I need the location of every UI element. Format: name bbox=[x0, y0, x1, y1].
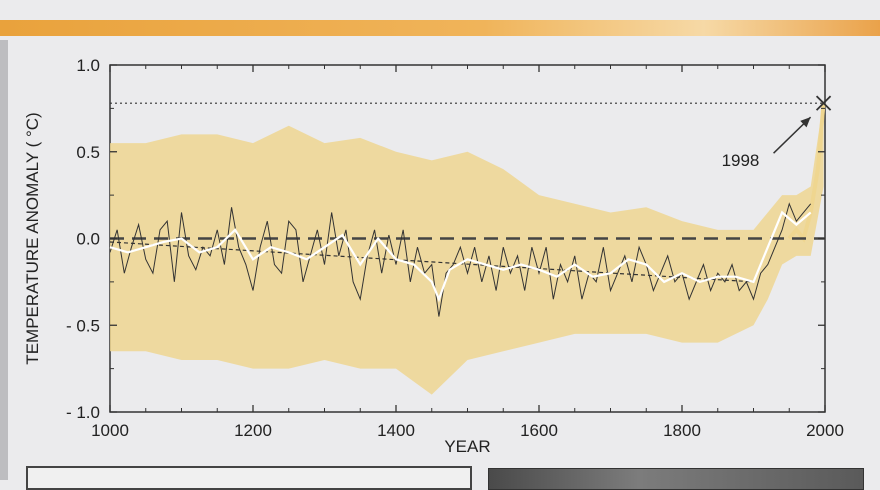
y-tick-label: 1.0 bbox=[76, 56, 100, 75]
x-tick-label: 1600 bbox=[520, 421, 558, 440]
x-tick-label: 1200 bbox=[234, 421, 272, 440]
y-axis: 1.0 0.5 0.0 - 0.5 - 1.0 bbox=[66, 56, 825, 422]
x-tick-label: 1800 bbox=[663, 421, 701, 440]
temperature-anomaly-chart: 1998 1000 1200 1400 1600 1800 2000 1.0 0.5 0.0 -… bbox=[23, 56, 844, 456]
page-edge-strip bbox=[0, 40, 8, 480]
y-tick-label: - 1.0 bbox=[66, 403, 100, 422]
smoothed-reconstruction-line bbox=[109, 210, 812, 303]
y-tick-label: - 0.5 bbox=[66, 316, 100, 335]
x-axis: 1000 1200 1400 1600 1800 2000 bbox=[91, 65, 844, 440]
x-tick-label: 1000 bbox=[91, 421, 129, 440]
y-tick-label: 0.5 bbox=[76, 143, 100, 162]
annotation-arrowhead bbox=[800, 117, 811, 128]
y-tick-label: 0.0 bbox=[76, 230, 100, 249]
annual-reconstruction-line bbox=[109, 202, 812, 317]
caption-box bbox=[26, 466, 472, 490]
x-tick-label: 2000 bbox=[806, 421, 844, 440]
y-axis-title: TEMPERATURE ANOMALY ( °C) bbox=[23, 112, 42, 364]
marker-stroke bbox=[815, 95, 832, 111]
instrumental-line bbox=[787, 102, 826, 243]
x-tick-label: 1400 bbox=[377, 421, 415, 440]
decorative-top-band bbox=[0, 20, 880, 36]
annotation-1998-label: 1998 bbox=[722, 151, 760, 170]
x-axis-title: YEAR bbox=[444, 437, 490, 456]
1998-x-marker bbox=[815, 95, 832, 111]
uncertainty-band bbox=[110, 99, 824, 395]
linear-trend-line bbox=[109, 241, 754, 283]
photo-strip bbox=[488, 468, 864, 490]
instrumental-series bbox=[787, 102, 826, 243]
